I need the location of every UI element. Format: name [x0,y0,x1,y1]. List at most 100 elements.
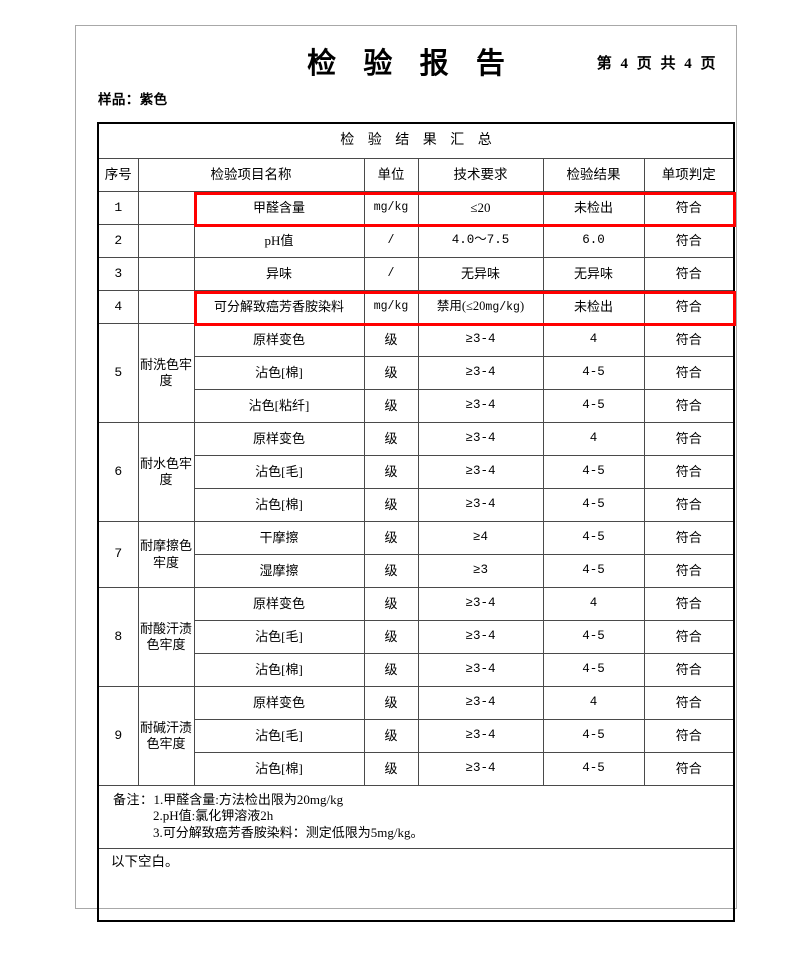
cell-verdict: 符合 [643,356,736,390]
cell-unit: / [363,224,419,258]
page-indicator: 第 4 页 共 4 页 [596,56,718,72]
cell-requirement: ≥3-4 [417,455,544,489]
column-header-1: 检验项目名称 [137,158,365,192]
cell-requirement: ≥3-4 [417,488,544,522]
cell-unit: 级 [363,323,419,357]
table-row: 沾色[粘纤] 级 ≥3-4 4-5 符合 [98,389,736,423]
cell-requirement: ≥3-4 [417,323,544,357]
note-text-1: 1.甲醛含量:方法检出限为20mg/kg [153,792,344,807]
table-row: 沾色[棉] 级 ≥3-4 4-5 符合 [98,488,736,522]
cell-spacer [137,224,195,258]
cell-unit: 级 [363,653,419,687]
column-header-3: 技术要求 [417,158,544,192]
cell-result: 4-5 [542,620,645,654]
cell-requirement: 禁用(≤20mg/kg) [417,290,544,324]
cell-requirement: ≥3-4 [417,620,544,654]
notes-cell: 备注：1.甲醛含量:方法检出限为20mg/kg 2.pH值:氯化钾溶液2h 3.可分… [96,785,736,849]
cell-unit: 级 [363,521,419,555]
cell-requirement: ≥3-4 [417,587,544,621]
cell-unit: 级 [363,686,419,720]
table-row: 湿摩擦级 ≥3 4-5 符合 [98,554,736,588]
sample-label: 样品：紫色 [98,92,168,107]
cell-unit: 级 [363,488,419,522]
cell-result: 4-5 [542,653,645,687]
cell-sub-item: 沾色[棉] [193,356,365,390]
cell-sub-item: 沾色[棉] [193,752,365,786]
cell-item-name: 耐水色牢度 [137,422,195,522]
note-line-1: 备注：1.甲醛含量:方法检出限为20mg/kg [113,792,733,808]
cell-verdict: 符合 [643,521,736,555]
inspection-results-table: 检 验 结 果 汇 总序号 检验项目名称 单位 技术要求 检验结果 单项判定 1 甲醛含量 mg… [96,122,736,922]
cell-seq: 3 [97,257,139,291]
cell-verdict: 符合 [643,653,736,687]
column-header-4: 检验结果 [542,158,645,192]
cell-requirement: 无异味 [417,257,544,291]
cell-requirement: ≥3-4 [417,752,544,786]
table-notes-row: 备注：1.甲醛含量:方法检出限为20mg/kg 2.pH值:氯化钾溶液2h 3.可分… [96,785,736,849]
note-line-2: 2.pH值:氯化钾溶液2h [153,808,274,824]
blank-note-cell: 以下空白。 [96,847,736,922]
cell-result: 4-5 [542,719,645,753]
column-header-0: 序号 [97,158,139,192]
cell-requirement: ≥3-4 [417,719,544,753]
cell-unit: 级 [363,587,419,621]
cell-verdict: 符合 [643,554,736,588]
cell-item-name: pH值 [193,224,365,258]
cell-seq: 7 [97,521,139,588]
cell-unit: 级 [363,422,419,456]
cell-result: 4 [542,686,645,720]
cell-verdict: 符合 [643,686,736,720]
cell-item-name: 耐摩擦色牢度 [137,521,195,588]
cell-unit: mg/kg [363,191,419,225]
cell-sub-item: 沾色[毛] [193,620,365,654]
cell-item-name: 异味 [193,257,365,291]
cell-sub-item: 沾色[毛] [193,455,365,489]
cell-requirement: ≥4 [417,521,544,555]
cell-item-name: 可分解致癌芳香胺染料 [193,290,365,324]
cell-verdict: 符合 [643,191,736,225]
cell-requirement: ≥3-4 [417,389,544,423]
cell-unit: / [363,257,419,291]
table-row: 沾色[棉] 级 ≥3-4 4-5 符合 [98,653,736,687]
table-row: 沾色[毛] 级 ≥3-4 4-5 符合 [98,620,736,654]
cell-seq: 2 [97,224,139,258]
cell-item-name: 耐碱汗渍色牢度 [137,686,195,786]
table-row: 9 耐碱汗渍色牢度 原样变色级 ≥3-4 4 符合 [97,686,736,786]
table-row: 5 耐洗色牢度 原样变色级 ≥3-4 4 符合 [97,323,736,423]
cell-verdict: 符合 [643,224,736,258]
cell-unit: 级 [363,356,419,390]
cell-requirement: ≤20 [417,191,544,225]
table-row: 沾色[棉] 级 ≥3-4 4-5 符合 [98,356,736,390]
cell-seq: 5 [97,323,139,423]
cell-seq: 9 [97,686,139,786]
cell-item-name: 耐酸汗渍色牢度 [137,587,195,687]
page-title: 检 验 报 告 [307,48,515,80]
cell-sub-item: 原样变色 [193,323,365,357]
cell-result: 4-5 [542,554,645,588]
cell-unit: 级 [363,620,419,654]
notes-lead: 备注： [113,792,154,807]
cell-verdict: 符合 [643,323,736,357]
table-blank-row: 以下空白。 [96,847,736,922]
cell-result: 4 [542,422,645,456]
document-header: 检 验 报 告 第 4 页 共 4 页 样品：紫色 [76,26,736,107]
cell-seq: 4 [97,290,139,324]
cell-verdict: 符合 [643,389,736,423]
page-frame: 检 验 报 告 第 4 页 共 4 页 样品：紫色 检 验 结 果 汇 总序号检… [75,25,737,922]
table-summary-title-row: 检 验 结 果 汇 总 [96,122,736,159]
table-row: 2 pH值/4.0～7.5 6.0 符合 [97,224,736,258]
table-row: 4 可分解致癌芳香胺染料 mg/kg 禁用(≤20mg/kg) 未检出 符合 [97,290,736,324]
cell-sub-item: 原样变色 [193,422,365,456]
cell-result: 4-5 [542,752,645,786]
table-row: 沾色[毛] 级 ≥3-4 4-5 符合 [98,455,736,489]
table-header-row: 序号 检验项目名称 单位 技术要求 检验结果 单项判定 [97,158,736,192]
column-header-2: 单位 [363,158,419,192]
cell-requirement: 4.0～7.5 [417,224,544,258]
cell-unit: mg/kg [363,290,419,324]
cell-seq: 8 [97,587,139,687]
cell-result: 6.0 [542,224,645,258]
cell-verdict: 符合 [643,455,736,489]
cell-requirement: ≥3 [417,554,544,588]
cell-verdict: 符合 [643,257,736,291]
cell-spacer [137,290,195,324]
